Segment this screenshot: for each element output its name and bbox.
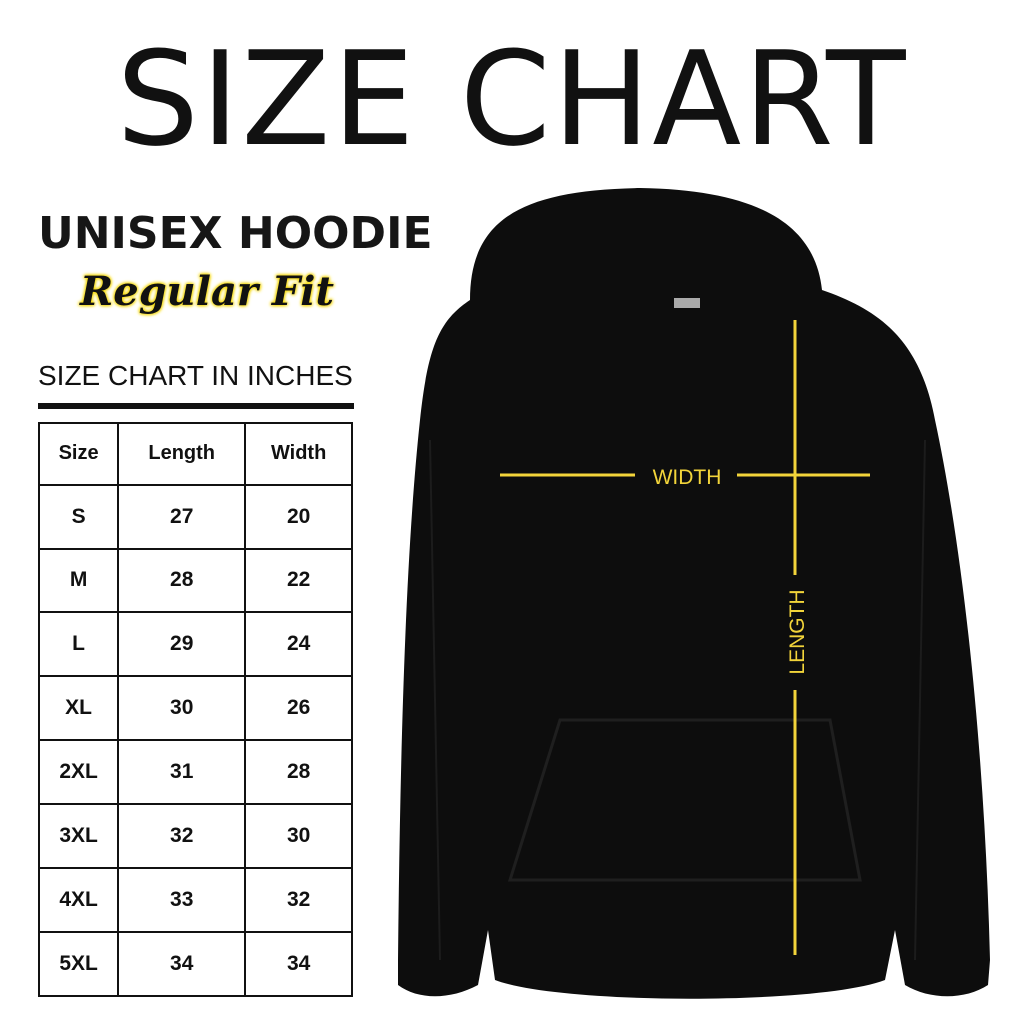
size-table: Size Length Width S 27 20 M 28 22 L 29 24 XL 30 26 2XL 3…: [37, 422, 353, 998]
table-cell: 32: [244, 867, 353, 933]
table-cell: S: [37, 483, 120, 550]
table-cell: 5XL: [37, 930, 120, 998]
table-cell: 29: [117, 611, 247, 678]
table-cell: 31: [117, 739, 247, 806]
table-cell: 26: [244, 675, 353, 742]
table-row: M 28 22: [37, 547, 353, 614]
table-cell: XL: [37, 675, 120, 742]
table-cell: 28: [117, 547, 247, 614]
page-title: SIZE CHART: [116, 23, 908, 175]
table-cell: 34: [117, 930, 247, 998]
tag: [674, 298, 700, 308]
fit-label: Regular Fit: [80, 268, 334, 315]
length-label: LENGTH: [786, 589, 809, 674]
table-cell: 30: [244, 803, 353, 870]
table-row: XL 30 26: [37, 675, 353, 742]
table-row: 4XL 33 32: [37, 867, 353, 933]
table-cell: 28: [244, 739, 353, 806]
table-cell: 2XL: [37, 739, 120, 806]
width-label: WIDTH: [653, 466, 722, 489]
table-cell: Length: [117, 422, 247, 486]
unit-label: SIZE CHART IN INCHES: [38, 360, 353, 391]
table-row: 3XL 32 30: [37, 803, 353, 870]
table-cell: 4XL: [37, 867, 120, 933]
table-cell: 3XL: [37, 803, 120, 870]
table-cell: M: [37, 547, 120, 614]
table-cell: L: [37, 611, 120, 678]
product-name: UNISEX HOODIE: [38, 208, 433, 259]
table-cell: 27: [117, 483, 247, 550]
table-cell: 34: [244, 930, 353, 998]
table-cell: Size: [37, 422, 120, 486]
hoodie-image: [398, 188, 990, 999]
table-header: Size Length Width: [37, 422, 353, 486]
sleeve-seams: [429, 439, 926, 961]
pocket: [507, 718, 862, 882]
measure-lines: [500, 320, 870, 955]
table-row: 2XL 31 28: [37, 739, 353, 806]
table-row: S 27 20: [37, 483, 353, 550]
table-row: 5XL 34 34: [37, 930, 353, 998]
table-cell: 24: [244, 611, 353, 678]
table-row: L 29 24: [37, 611, 353, 678]
table-cell: 20: [244, 483, 353, 550]
table-cell: Width: [244, 422, 353, 486]
table-cell: 32: [117, 803, 247, 870]
divider: [38, 403, 354, 409]
table-cell: 30: [117, 675, 247, 742]
table-cell: 22: [244, 547, 353, 614]
table-cell: 33: [117, 867, 247, 933]
